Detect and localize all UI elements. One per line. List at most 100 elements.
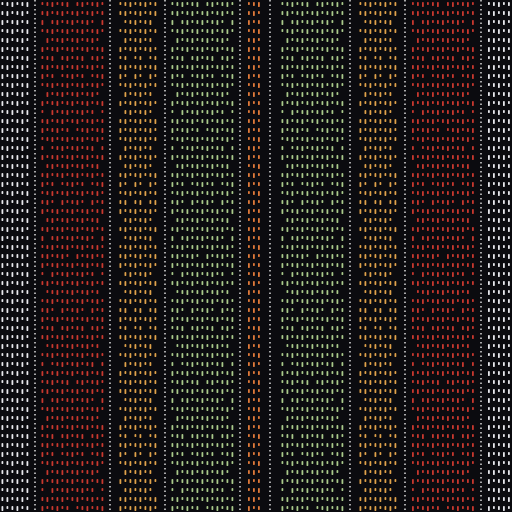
woven-dash <box>253 344 255 347</box>
woven-dash <box>119 191 122 194</box>
woven-dash <box>437 2 439 7</box>
woven-dash <box>427 101 429 106</box>
woven-dash <box>81 110 84 115</box>
woven-dash <box>417 299 419 303</box>
woven-dash <box>437 425 439 429</box>
woven-dash <box>61 191 64 195</box>
woven-dash <box>51 470 54 473</box>
woven-dash <box>61 254 64 259</box>
woven-dash <box>11 191 14 196</box>
woven-dash <box>394 317 397 320</box>
woven-dash <box>369 470 372 473</box>
woven-dash <box>51 479 54 483</box>
woven-dash <box>417 11 419 16</box>
woven-dash <box>452 83 454 88</box>
woven-dash <box>134 218 137 221</box>
woven-dash <box>51 191 54 196</box>
woven-dash <box>389 362 392 366</box>
woven-dash <box>394 191 397 195</box>
woven-dash <box>139 407 142 411</box>
woven-dash <box>359 128 362 133</box>
woven-dash <box>374 488 377 491</box>
woven-dash <box>86 281 89 285</box>
woven-dash <box>91 281 94 286</box>
woven-dash <box>384 155 387 159</box>
woven-dash <box>427 272 429 275</box>
woven-dash <box>412 101 414 106</box>
woven-dash <box>201 137 204 140</box>
woven-dash <box>61 218 64 222</box>
woven-dash <box>422 308 424 311</box>
woven-dash <box>46 344 49 347</box>
woven-dash <box>417 56 419 60</box>
woven-dash <box>66 362 69 365</box>
woven-dash <box>369 344 372 348</box>
woven-dash <box>301 146 304 151</box>
woven-dash <box>493 434 495 438</box>
woven-dash <box>206 164 209 168</box>
woven-dash <box>16 209 19 214</box>
woven-dash <box>467 29 469 34</box>
woven-dash <box>311 407 314 410</box>
woven-dash <box>286 281 289 286</box>
woven-dash <box>181 101 184 105</box>
woven-dash <box>211 137 214 142</box>
woven-dash <box>359 173 362 177</box>
woven-dash <box>462 155 464 158</box>
woven-dash <box>336 317 339 321</box>
woven-dash <box>467 470 469 473</box>
woven-dash <box>61 461 64 465</box>
woven-dash <box>422 317 424 321</box>
woven-dash <box>336 128 339 132</box>
woven-dash <box>149 335 152 339</box>
woven-dash <box>412 29 414 32</box>
woven-dash <box>144 425 147 429</box>
woven-dash <box>96 173 99 176</box>
woven-dash <box>301 443 304 448</box>
woven-dash <box>253 398 255 401</box>
woven-dash <box>86 146 89 150</box>
woven-dash <box>129 38 132 41</box>
woven-dash <box>101 2 104 5</box>
woven-dash <box>1 101 4 106</box>
woven-dash <box>71 272 74 275</box>
woven-dash <box>248 506 250 511</box>
woven-dash <box>191 209 194 212</box>
woven-dash <box>226 380 229 385</box>
woven-dash <box>447 371 449 374</box>
woven-dash <box>216 20 219 25</box>
woven-dash <box>472 227 474 231</box>
woven-dash <box>316 11 319 16</box>
woven-dash <box>457 191 459 194</box>
woven-dash <box>447 443 449 448</box>
woven-dash <box>61 11 64 16</box>
woven-dash <box>384 65 387 68</box>
woven-dash <box>134 101 137 106</box>
woven-dash <box>286 83 289 87</box>
woven-dash <box>503 29 505 32</box>
woven-dash <box>258 470 260 473</box>
woven-dash <box>467 263 469 267</box>
woven-dash <box>154 281 157 286</box>
woven-dash <box>56 155 59 160</box>
woven-dash <box>191 488 194 492</box>
woven-dash <box>71 137 74 140</box>
woven-dash <box>86 236 89 241</box>
woven-dash <box>91 2 94 6</box>
woven-dash <box>336 254 339 257</box>
woven-dash <box>61 128 64 131</box>
woven-dash <box>144 92 147 95</box>
woven-dash <box>41 407 44 410</box>
woven-dash <box>81 434 84 439</box>
woven-dash <box>384 128 387 132</box>
woven-dash <box>46 38 49 43</box>
woven-dash <box>306 110 309 115</box>
woven-dash <box>296 146 299 150</box>
woven-dash <box>181 200 184 203</box>
woven-dash <box>81 362 84 365</box>
woven-dash <box>452 101 454 105</box>
woven-dash <box>311 47 314 52</box>
woven-dash <box>76 479 79 482</box>
woven-dash <box>16 11 19 15</box>
woven-dash <box>86 425 89 430</box>
